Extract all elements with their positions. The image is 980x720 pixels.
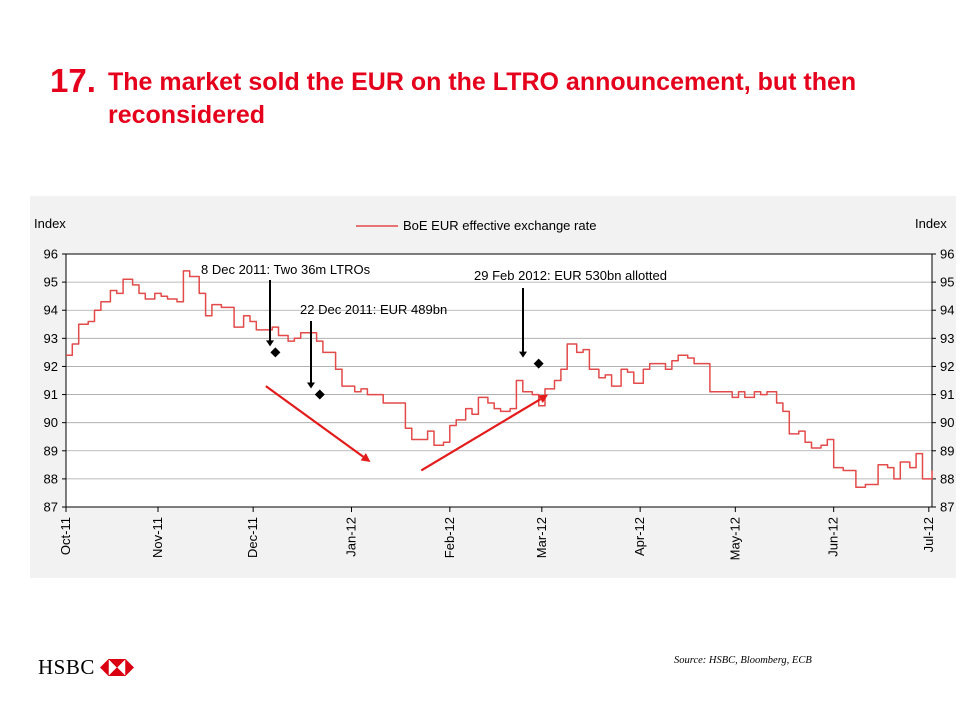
annotation-arrow-head (266, 340, 274, 347)
slide-number: 17. (50, 62, 96, 99)
y-tick-label-left: 89 (44, 443, 58, 458)
y-tick-label-right: 89 (940, 443, 954, 458)
y-axis-label-left: Index (34, 216, 66, 231)
x-tick-label: Nov-11 (150, 517, 165, 558)
y-tick-label-left: 95 (44, 275, 58, 290)
y-tick-label-left: 94 (44, 303, 58, 318)
logo-text: HSBC (38, 655, 95, 679)
annotation-arrow-head (307, 382, 315, 389)
annotation-arrow-head (519, 351, 527, 358)
y-tick-label-right: 95 (940, 275, 954, 290)
slide-title: The market sold the EUR on the LTRO anno… (108, 68, 857, 129)
y-tick-label-right: 93 (940, 331, 954, 346)
line-chart: 96 96 95 95 94 94 93 93 92 92 91 91 90 90 89 89 88 88 87 87… (34, 216, 954, 560)
annotation-label: 29 Feb 2012: EUR 530bn allotted (474, 268, 667, 283)
y-tick-label-left: 88 (44, 471, 58, 486)
series-line (66, 270, 933, 489)
annotation-marker (314, 389, 325, 400)
x-tick-label: Jul-12 (921, 517, 936, 552)
trend-arrow-shaft (420, 398, 542, 472)
y-tick-label-left: 91 (44, 387, 58, 402)
y-tick-label-left: 93 (44, 331, 58, 346)
annotation-label: 8 Dec 2011: Two 36m LTROs (201, 262, 371, 277)
annotation-marker (270, 347, 281, 358)
x-tick-label: Apr-12 (632, 517, 647, 556)
y-tick-label-left: 87 (44, 500, 58, 515)
y-tick-label-right: 90 (940, 415, 954, 430)
y-tick-label-right: 96 (940, 247, 954, 262)
y-tick-label-right: 88 (940, 471, 954, 486)
annotation-label: 22 Dec 2011: EUR 489bn (300, 302, 447, 317)
y-tick-label-left: 92 (44, 359, 58, 374)
x-tick-label: Mar-12 (534, 517, 549, 558)
x-tick-label: Feb-12 (442, 517, 457, 558)
source-note: Source: HSBC, Bloomberg, ECB (674, 655, 812, 666)
y-axis-label-right: Index (915, 216, 947, 231)
chart-area: 96 96 95 95 94 94 93 93 92 92 91 91 90 90 89 89 88 88 87 87… (30, 196, 956, 578)
y-tick-label-right: 87 (940, 500, 954, 515)
plot-background (66, 254, 932, 507)
annotation-marker (533, 358, 544, 369)
y-tick-label-right: 92 (940, 359, 954, 374)
trend-arrow-head (538, 394, 549, 404)
y-tick-label-left: 90 (44, 415, 58, 430)
hsbc-logo: HSBC (38, 655, 134, 680)
x-tick-label: Jan-12 (343, 517, 358, 557)
trend-arrow-shaft (265, 385, 364, 458)
x-tick-label: Jun-12 (826, 517, 841, 557)
hsbc-hexagon-logo-icon (99, 659, 134, 676)
trend-arrow-head (360, 453, 371, 463)
y-tick-label-right: 91 (940, 387, 954, 402)
plot-border (65, 253, 933, 508)
y-tick-label-left: 96 (44, 247, 58, 262)
x-tick-label: Dec-11 (245, 517, 260, 558)
legend-label: BoE EUR effective exchange rate (403, 218, 596, 233)
x-tick-label: May-12 (727, 517, 742, 560)
x-tick-label: Oct-11 (58, 517, 73, 555)
y-tick-label-right: 94 (940, 303, 954, 318)
